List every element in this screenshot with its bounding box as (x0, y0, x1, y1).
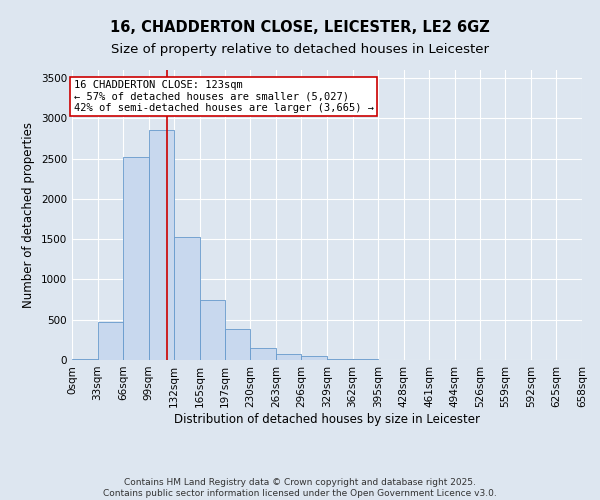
Bar (250, 348, 276, 360)
Bar (353, 359, 378, 360)
Text: 16 CHADDERTON CLOSE: 123sqm
← 57% of detached houses are smaller (5,027)
42% of : 16 CHADDERTON CLOSE: 123sqm ← 57% of det… (74, 80, 374, 113)
Bar (224, 328, 250, 360)
Bar (276, 354, 301, 360)
Y-axis label: Number of detached properties: Number of detached properties (22, 122, 35, 308)
Bar (301, 356, 327, 360)
X-axis label: Distribution of detached houses by size in Leicester: Distribution of detached houses by size … (174, 412, 480, 426)
Bar (200, 300, 224, 360)
Bar (98, 322, 123, 360)
Text: Size of property relative to detached houses in Leicester: Size of property relative to detached ho… (111, 42, 489, 56)
Bar (72, 359, 98, 360)
Bar (175, 237, 200, 360)
Text: Contains HM Land Registry data © Crown copyright and database right 2025.
Contai: Contains HM Land Registry data © Crown c… (103, 478, 497, 498)
Bar (149, 130, 175, 360)
Text: 16, CHADDERTON CLOSE, LEICESTER, LE2 6GZ: 16, CHADDERTON CLOSE, LEICESTER, LE2 6GZ (110, 20, 490, 35)
Bar (123, 157, 149, 360)
Bar (327, 359, 353, 360)
